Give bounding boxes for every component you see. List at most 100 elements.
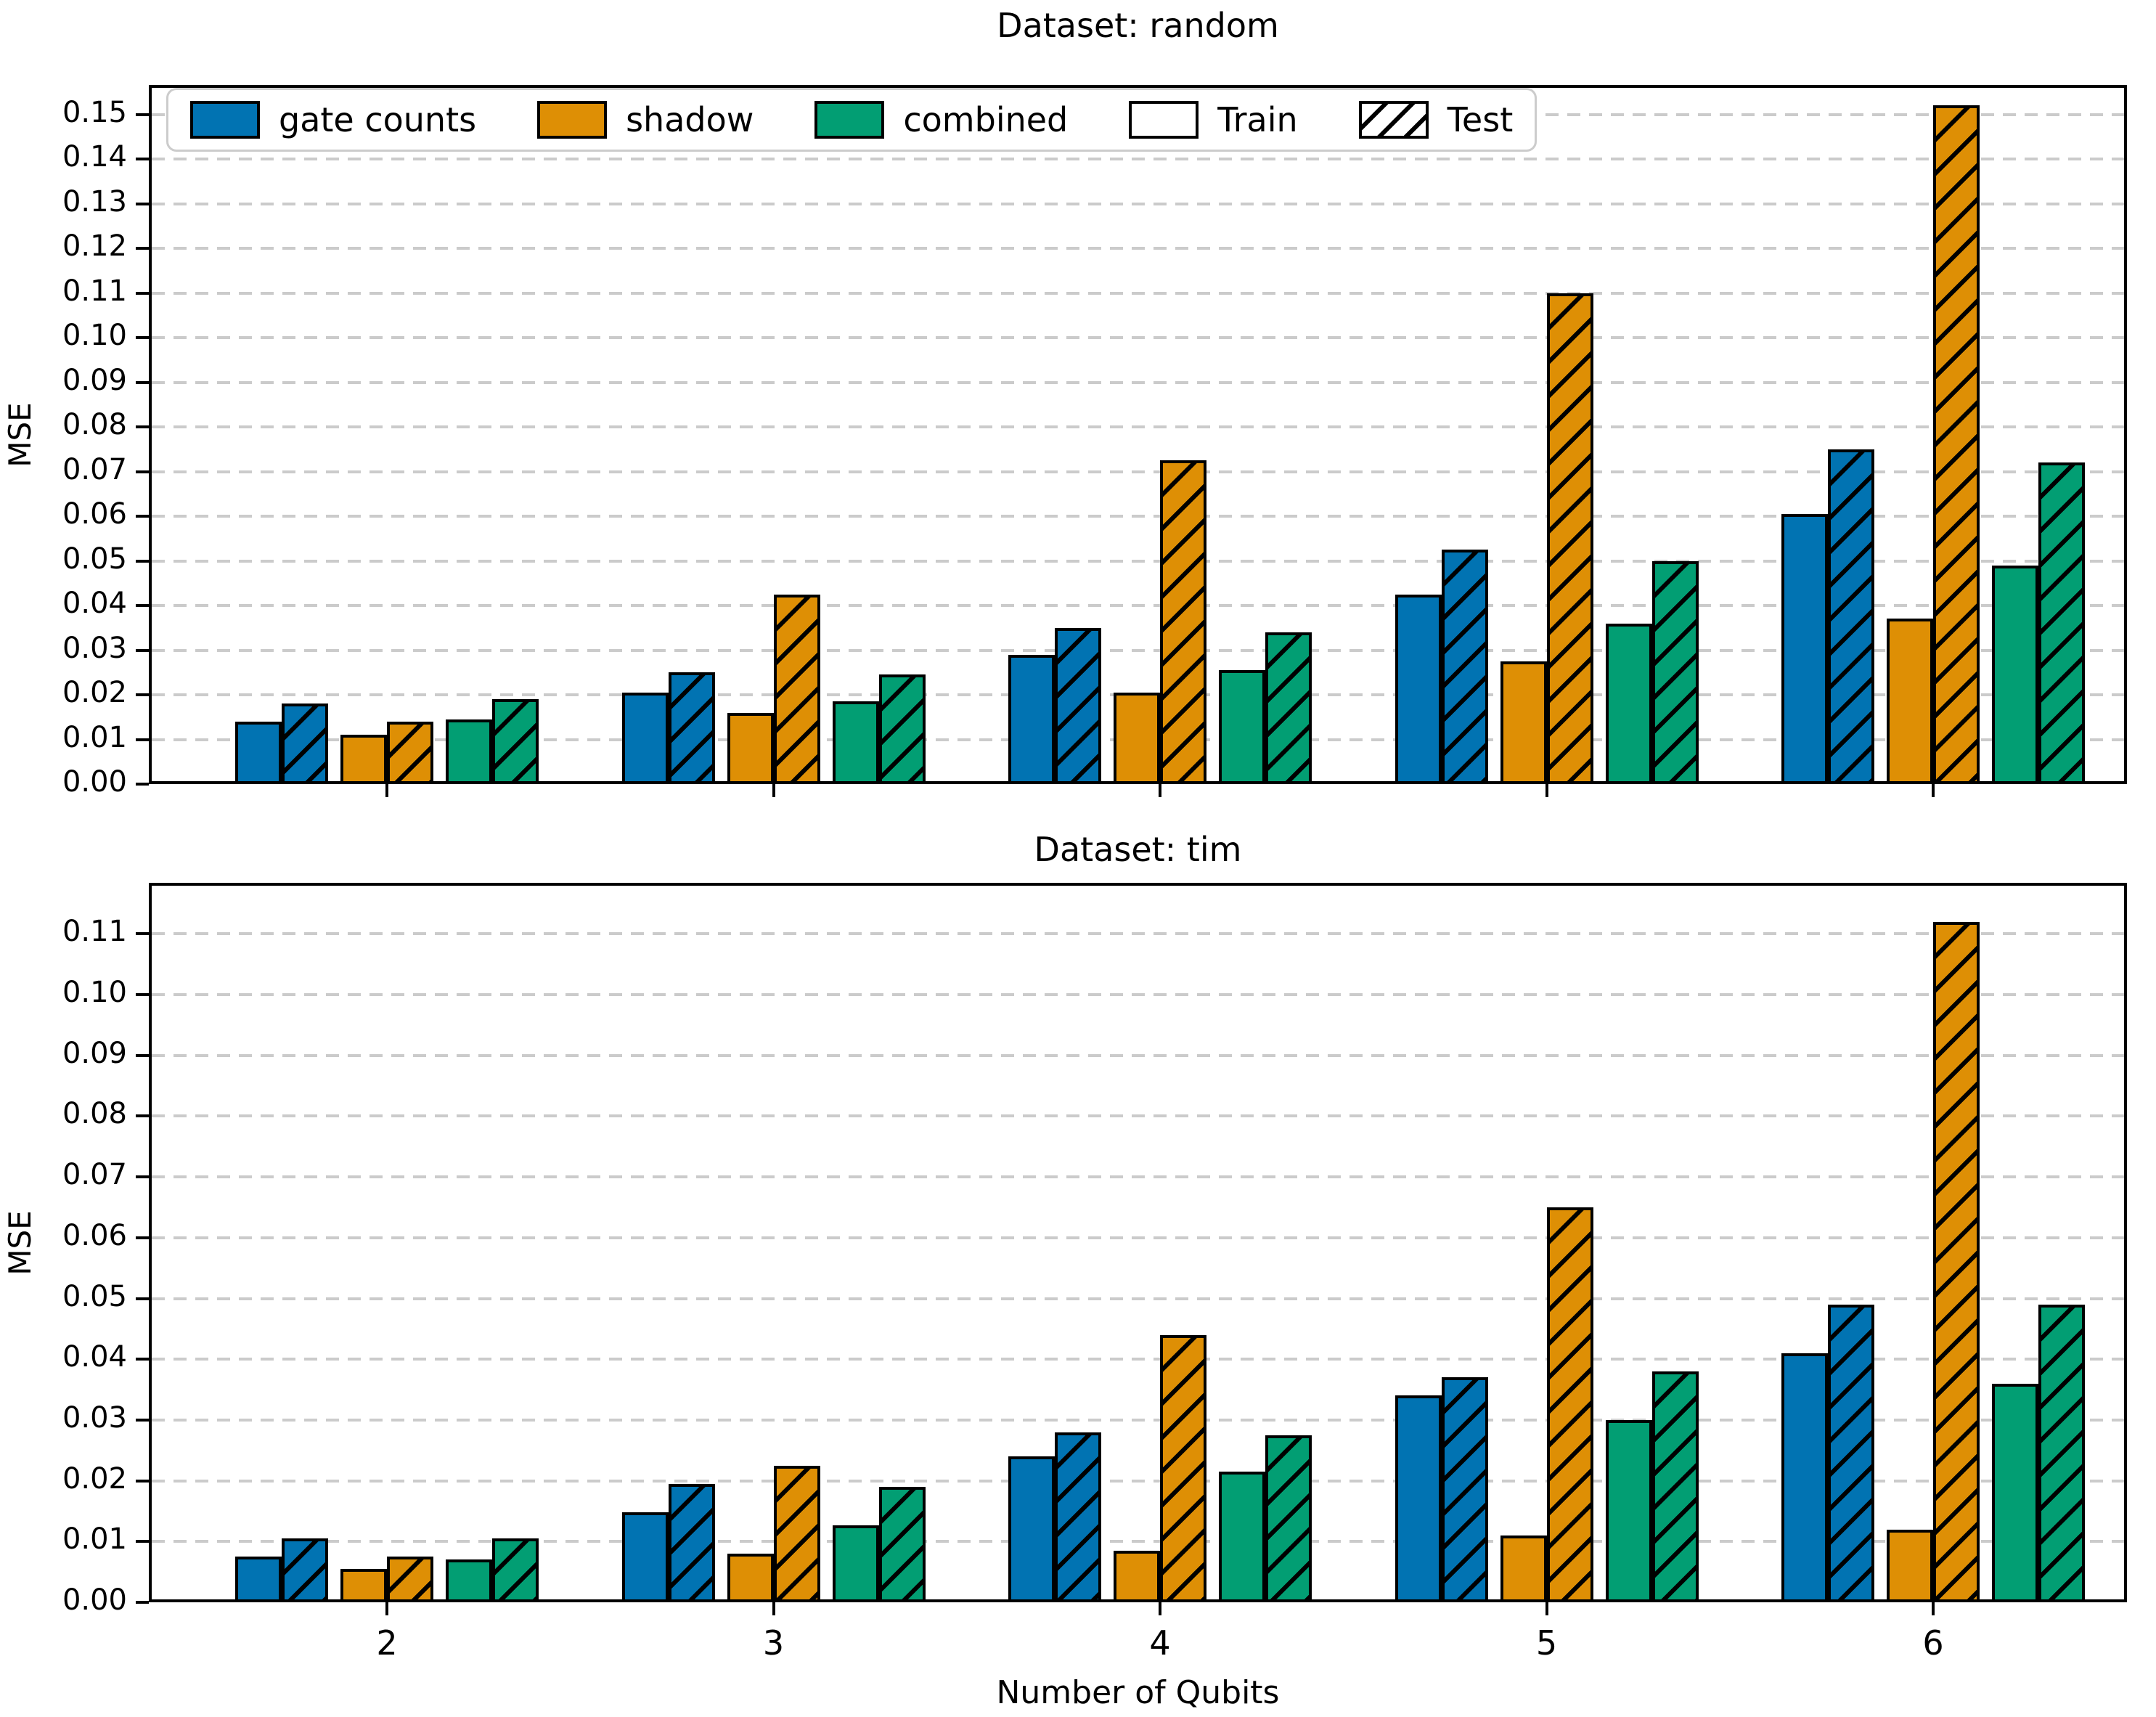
y-tick-label: 0.07 [62, 1158, 127, 1192]
y-axis-title: MSE [2, 1210, 38, 1276]
x-tick [1159, 784, 1161, 797]
y-tick-label: 0.03 [62, 631, 127, 665]
y-tick [136, 993, 149, 996]
x-axis-title: Number of Qubits [996, 1674, 1280, 1711]
y-tick-label: 0.04 [62, 587, 127, 621]
gridline [152, 380, 2124, 384]
y-tick [136, 1053, 149, 1057]
y-tick [136, 1297, 149, 1300]
bar-tim-q3-combined-test [878, 1487, 926, 1602]
legend-swatch-gate-counts [190, 101, 260, 139]
gridline [152, 932, 2124, 936]
y-tick [136, 783, 149, 786]
gridline [152, 693, 2124, 696]
bar-random-q2-combined-train [446, 719, 492, 784]
y-tick [136, 247, 149, 250]
bar-random-q4-shadow-test [1160, 460, 1206, 784]
gridline [152, 993, 2124, 996]
bar-tim-q6-combined-train [1992, 1384, 2038, 1602]
bar-random-q3-combined-train [832, 701, 879, 784]
legend-item-train: Train [1129, 100, 1298, 139]
bar-tim-q5-gate-counts-test [1441, 1377, 1488, 1602]
bar-tim-q5-combined-test [1651, 1371, 1699, 1602]
bar-random-q5-gate-counts-test [1441, 550, 1488, 784]
y-tick-label: 0.00 [62, 1583, 127, 1617]
gridline [152, 559, 2124, 563]
y-tick-label: 0.11 [62, 915, 127, 949]
bar-random-q5-shadow-train [1500, 661, 1547, 784]
legend-item-gate-counts: gate counts [190, 100, 476, 139]
y-tick-label: 0.06 [62, 1218, 127, 1252]
gridline [152, 1053, 2124, 1057]
bar-tim-q4-combined-train [1219, 1472, 1265, 1602]
y-tick [136, 113, 149, 116]
legend-label: Test [1447, 100, 1514, 139]
bar-tim-q5-shadow-train [1500, 1535, 1547, 1602]
legend-label: gate counts [279, 100, 477, 139]
x-tick-label: 6 [1922, 1623, 1944, 1663]
bar-tim-q4-shadow-train [1114, 1551, 1160, 1602]
y-tick [136, 1601, 149, 1604]
y-tick-label: 0.02 [62, 1461, 127, 1496]
y-tick-label: 0.07 [62, 452, 127, 486]
y-tick-label: 0.09 [62, 1036, 127, 1070]
bar-tim-q6-gate-counts-train [1781, 1353, 1828, 1602]
y-axis-title: MSE [2, 401, 38, 468]
plot-area [149, 85, 2127, 784]
y-tick [136, 1418, 149, 1422]
gridline [152, 1540, 2124, 1543]
gridline [152, 158, 2124, 161]
y-tick [136, 336, 149, 340]
legend-item-combined: combined [814, 100, 1068, 139]
gridline [152, 1297, 2124, 1300]
bar-tim-q3-combined-train [832, 1525, 879, 1602]
bar-random-q2-shadow-train [340, 735, 387, 784]
x-tick-label: 5 [1535, 1623, 1558, 1663]
legend-label: Train [1217, 100, 1298, 139]
bar-tim-q4-shadow-test [1160, 1335, 1206, 1602]
bar-random-q5-combined-test [1651, 561, 1699, 784]
gridline [152, 247, 2124, 250]
bar-random-q5-shadow-test [1546, 293, 1593, 784]
x-tick [1545, 784, 1548, 797]
bar-tim-q5-shadow-test [1546, 1207, 1593, 1602]
y-tick-label: 0.02 [62, 676, 127, 709]
x-tick [1159, 1602, 1161, 1615]
bar-random-q4-shadow-train [1114, 693, 1160, 784]
y-tick [136, 380, 149, 384]
legend-swatch-train [1129, 101, 1199, 139]
y-tick [136, 470, 149, 473]
bar-random-q3-shadow-test [773, 595, 820, 784]
bar-random-q6-gate-counts-test [1828, 449, 1874, 784]
gridline [152, 425, 2124, 429]
x-tick [1545, 1602, 1548, 1615]
bar-random-q3-combined-test [878, 674, 926, 784]
bar-tim-q2-combined-train [446, 1559, 492, 1602]
y-tick-label: 0.11 [62, 274, 127, 308]
legend-item-shadow: shadow [537, 100, 754, 139]
y-tick-label: 0.03 [62, 1400, 127, 1435]
bar-random-q2-combined-test [492, 699, 539, 784]
y-tick [136, 932, 149, 936]
y-tick-label: 0.01 [62, 720, 127, 754]
y-tick [136, 425, 149, 429]
y-tick [136, 559, 149, 563]
bar-tim-q4-combined-test [1265, 1435, 1312, 1602]
y-tick-label: 0.14 [62, 140, 127, 174]
gridline [152, 1418, 2124, 1422]
x-tick-label: 2 [376, 1623, 398, 1663]
gridline [152, 604, 2124, 608]
gridline [152, 291, 2124, 295]
plot-area [149, 883, 2127, 1602]
y-tick-label: 0.08 [62, 408, 127, 442]
y-tick [136, 202, 149, 205]
y-tick [136, 1358, 149, 1361]
gridline [152, 470, 2124, 473]
y-tick-label: 0.12 [62, 229, 127, 264]
bar-random-q2-gate-counts-test [282, 703, 328, 784]
legend-swatch-test [1358, 101, 1429, 139]
x-tick [772, 1602, 775, 1615]
bar-random-q6-shadow-train [1887, 619, 1933, 784]
y-tick-label: 0.09 [62, 363, 127, 397]
gridline [152, 738, 2124, 741]
